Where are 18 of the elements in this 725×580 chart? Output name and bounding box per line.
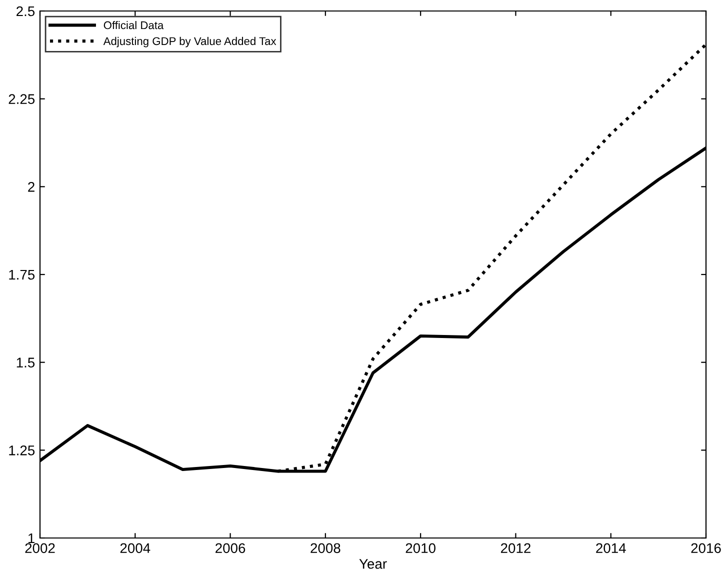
x-tick-label: 2008	[310, 543, 340, 554]
legend-label: Official Data	[104, 21, 164, 30]
x-tick-label: 2010	[406, 543, 436, 554]
y-tick-label: 1.5	[16, 358, 35, 368]
x-tick-label: 2012	[500, 543, 530, 554]
y-tick-label: 2	[28, 182, 34, 192]
legend-label: Adjusting GDP by Value Added Tax	[103, 36, 276, 48]
x-tick-label: 2002	[25, 543, 55, 554]
y-tick-label: 2.5	[16, 6, 35, 16]
x-tick-label: 2004	[120, 543, 150, 554]
y-tick-label: 1.25	[9, 446, 35, 456]
x-axis-title: Year	[359, 559, 387, 569]
x-tick-label: 2014	[596, 543, 626, 554]
y-tick-label: 1.75	[9, 270, 35, 280]
y-tick-label: 2.25	[8, 94, 35, 104]
x-tick-label: 2016	[691, 543, 721, 554]
x-tick-label: 2006	[216, 543, 246, 554]
y-tick-label: 1	[28, 533, 34, 544]
